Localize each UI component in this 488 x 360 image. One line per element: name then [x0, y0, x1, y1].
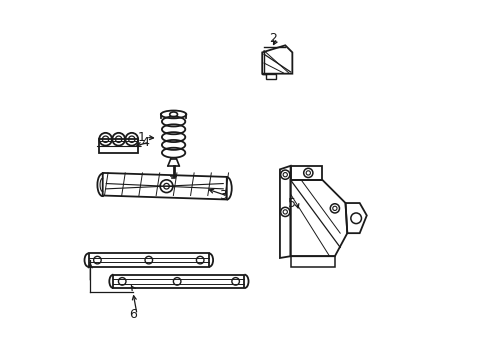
Text: 2: 2 — [268, 32, 276, 45]
Text: 1: 1 — [138, 131, 145, 144]
Text: 6: 6 — [129, 308, 137, 321]
Text: 4: 4 — [141, 136, 149, 149]
Text: 5: 5 — [288, 197, 296, 210]
Text: 3: 3 — [219, 189, 227, 202]
